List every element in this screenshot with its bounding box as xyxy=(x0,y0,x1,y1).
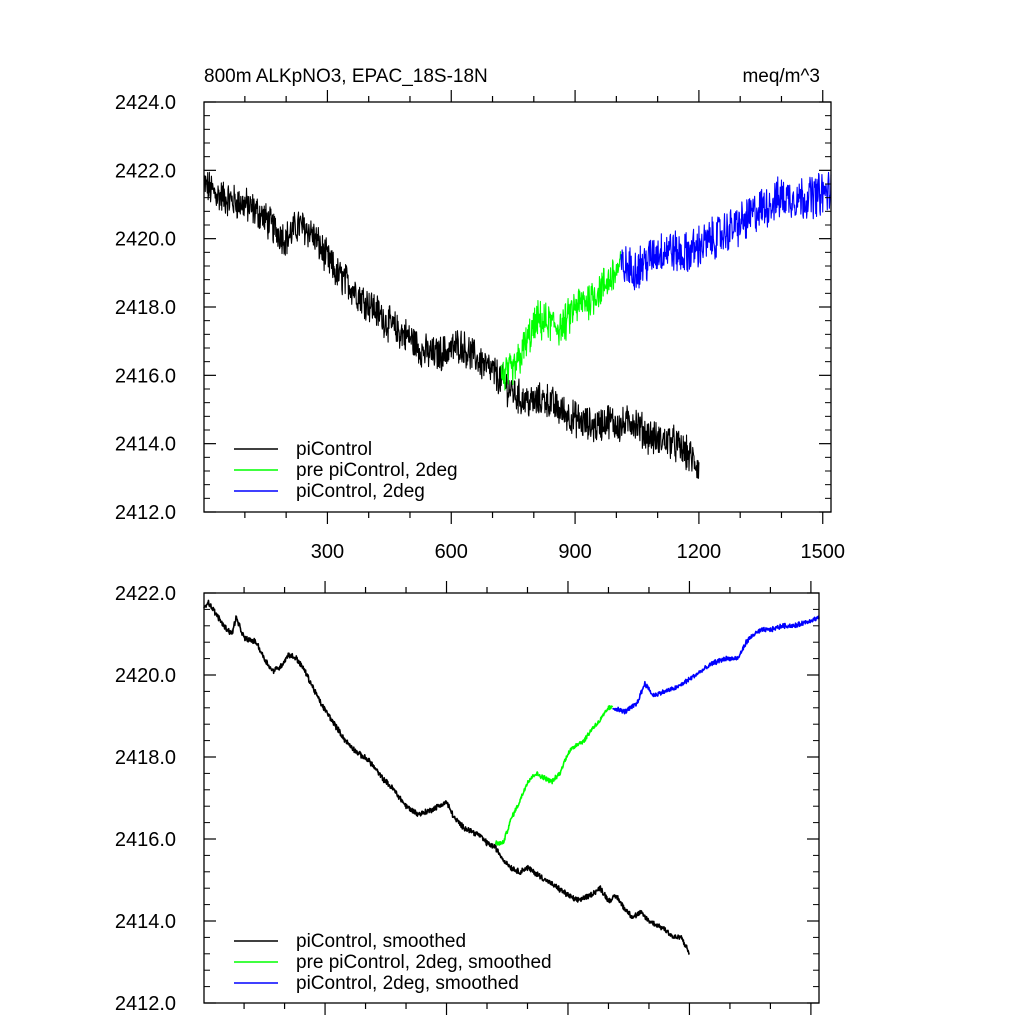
y-tick-label: 2420.0 xyxy=(115,229,176,251)
series-line-2 xyxy=(500,251,622,391)
y-tick-label: 2416.0 xyxy=(115,829,176,851)
x-tick-label: 300 xyxy=(311,541,344,563)
y-tick-label: 2414.0 xyxy=(115,434,176,456)
series-line-3 xyxy=(620,171,832,291)
y-tick-label: 2416.0 xyxy=(115,365,176,387)
y-tick-label: 2420.0 xyxy=(115,665,176,687)
y-tick-label: 2412.0 xyxy=(115,993,176,1015)
legend-label-3: piControl, 2deg xyxy=(296,481,425,502)
y-tick-label: 2414.0 xyxy=(115,911,176,933)
bottom-panel: 2412.0 2414.0 2416.0 2418.0 2420.0 2422.0 piCo… xyxy=(115,581,820,1015)
chart-title: 800m ALKpNO3, EPAC_18S-18N xyxy=(204,66,488,87)
legend-label-2: pre piControl, 2deg, smoothed xyxy=(296,952,552,973)
series-line-1 xyxy=(203,599,690,956)
legend-label-1: piControl xyxy=(296,439,372,460)
x-tick-label: 1200 xyxy=(677,541,722,563)
y-tick-label: 2418.0 xyxy=(115,297,176,319)
y-tick-label: 2422.0 xyxy=(115,583,176,605)
plot-frame xyxy=(203,592,820,1004)
y-tick-label: 2418.0 xyxy=(115,747,176,769)
series-line-2 xyxy=(494,704,614,846)
legend-label-2: pre piControl, 2deg xyxy=(296,460,458,481)
y-tick-label: 2412.0 xyxy=(115,502,176,524)
top-panel: 800m ALKpNO3, EPAC_18S-18N meq/m^3 2412.… xyxy=(115,66,845,563)
legend-label-3: piControl, 2deg, smoothed xyxy=(296,973,519,994)
units-label: meq/m^3 xyxy=(742,66,820,87)
y-tick-label: 2422.0 xyxy=(115,160,176,182)
series-line-3 xyxy=(612,615,820,715)
x-tick-label: 1500 xyxy=(800,541,845,563)
legend-label-1: piControl, smoothed xyxy=(296,931,466,952)
x-tick-label: 900 xyxy=(558,541,591,563)
x-tick-label: 600 xyxy=(435,541,468,563)
y-tick-label: 2424.0 xyxy=(115,92,176,114)
series-line-1 xyxy=(203,171,700,479)
